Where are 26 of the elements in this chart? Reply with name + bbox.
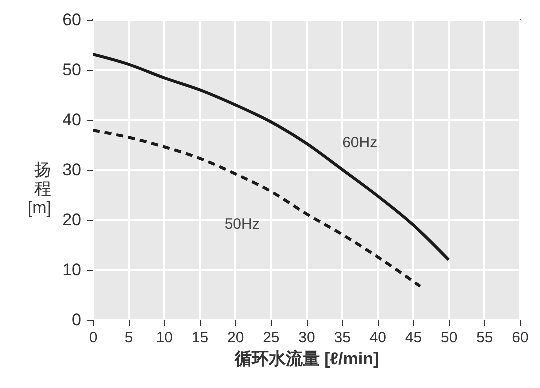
x-tick-label: 60 (512, 330, 529, 346)
x-axis-title: 循环水流量 [ℓ/min] (234, 350, 380, 368)
y-tick-label: 0 (72, 310, 82, 330)
x-tick-label: 55 (476, 330, 494, 346)
x-tick-label: 40 (370, 330, 387, 346)
y-tick-label: 30 (62, 160, 82, 180)
x-tick-label: 50 (440, 330, 458, 346)
x-tick-label: 30 (298, 330, 316, 346)
series-label: 60Hz (342, 134, 378, 152)
y-tick-label: 40 (62, 110, 82, 130)
x-tick-label: 35 (334, 330, 351, 346)
x-tick-label: 45 (405, 330, 422, 346)
line-series (93, 129, 422, 288)
x-tick-label: 25 (263, 330, 280, 346)
x-tick-label: 10 (156, 330, 174, 346)
x-tick-label: 5 (124, 330, 134, 346)
x-tick-label: 20 (227, 330, 244, 346)
y-tick-label: 20 (62, 210, 82, 230)
y-tick-label: 10 (62, 260, 82, 280)
x-tick-label: 15 (192, 330, 209, 346)
x-tick-label: 0 (89, 330, 98, 346)
y-tick-label: 60 (62, 10, 82, 30)
y-axis-title: 扬程 [m] (28, 160, 52, 218)
series-label: 50Hz (224, 216, 260, 233)
line-series (93, 53, 450, 262)
y-tick-label: 50 (62, 60, 82, 80)
